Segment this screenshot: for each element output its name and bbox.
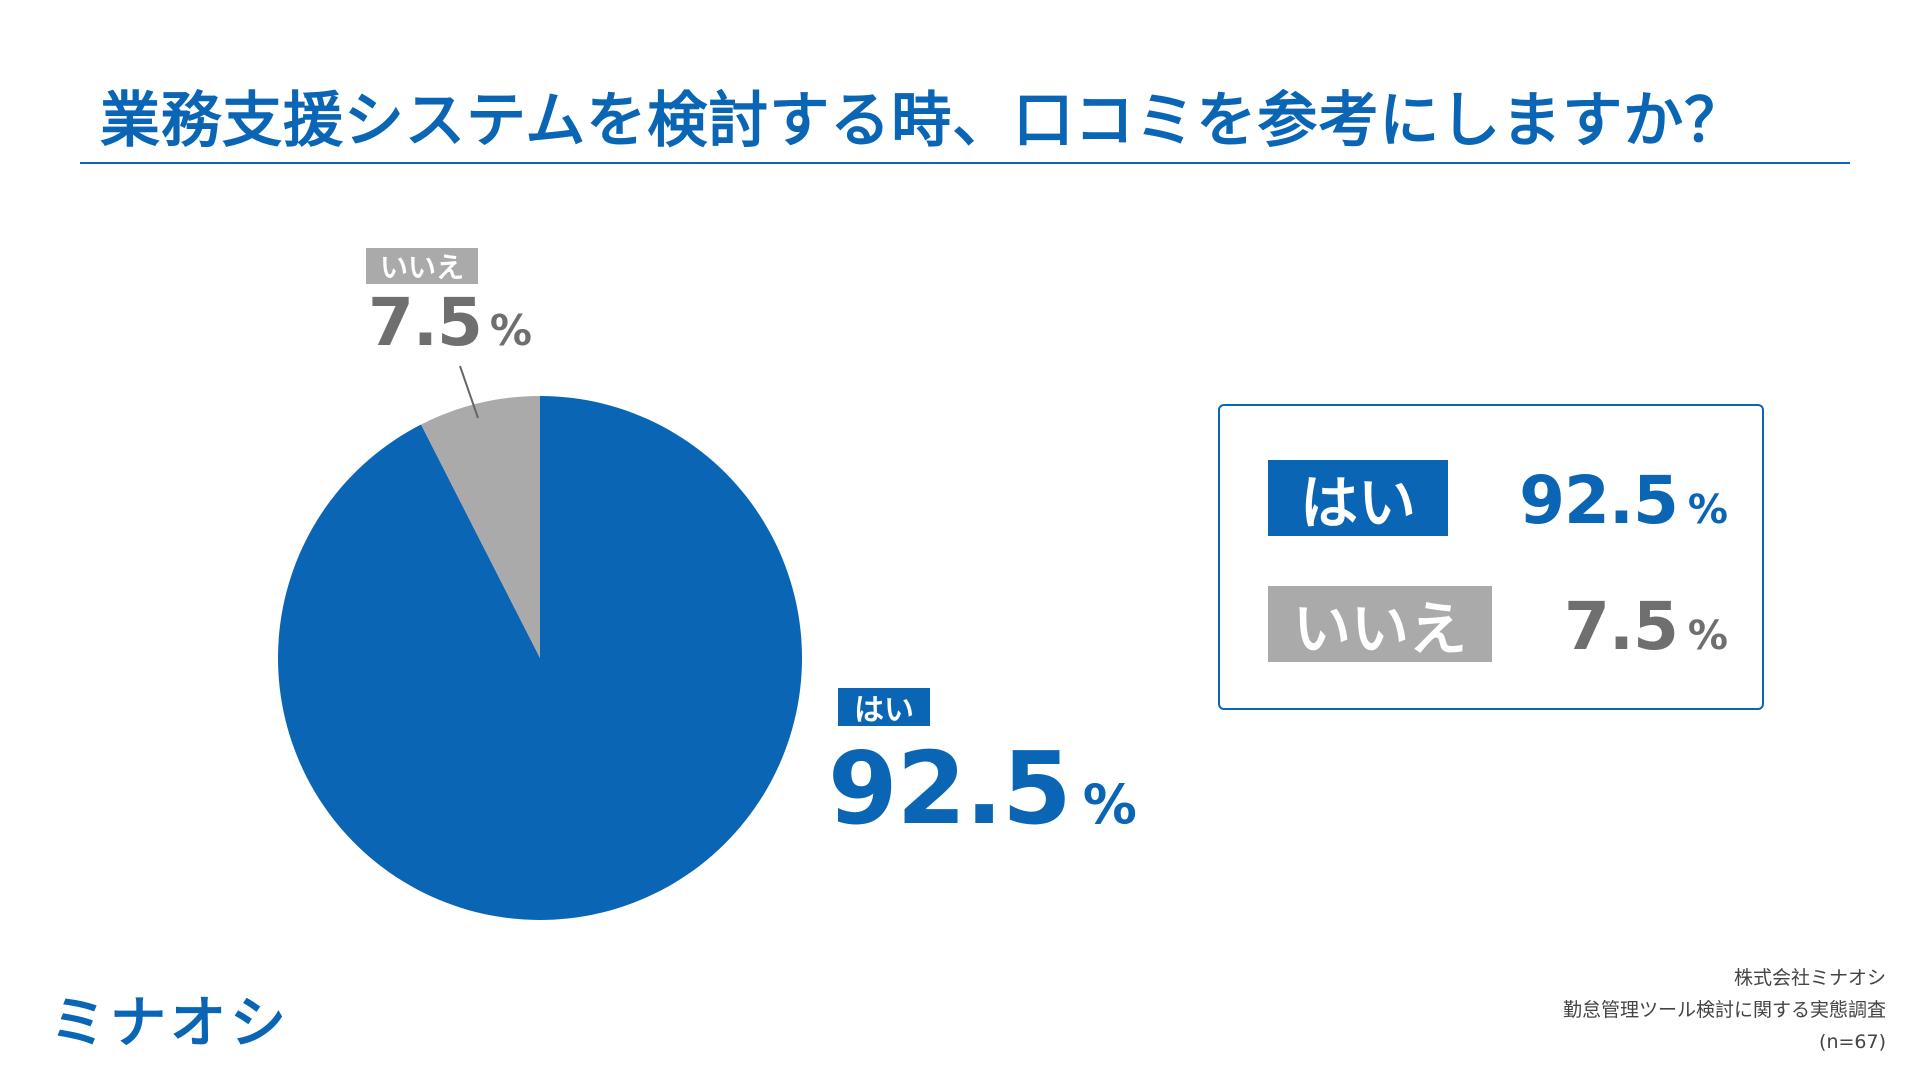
source-sample: (n=67) xyxy=(1819,1031,1886,1053)
no-slice-leader-line xyxy=(459,365,479,419)
no-slice-value-number: 7.5 xyxy=(368,284,483,361)
no-slice-value-unit: % xyxy=(489,306,533,355)
summary-no-number: 7.5 xyxy=(1564,588,1679,665)
yes-slice-value: 92.5% xyxy=(828,730,1137,847)
yes-slice-value-unit: % xyxy=(1082,773,1137,836)
summary-yes-tag: はい xyxy=(1268,460,1448,537)
summary-no-unit: % xyxy=(1687,613,1728,659)
summary-yes-number: 92.5 xyxy=(1519,462,1679,539)
summary-no-tag: いいえ xyxy=(1268,586,1492,663)
yes-slice-value-number: 92.5 xyxy=(828,730,1072,847)
chart-title: 業務支援システムを検討する時、口コミを参考にしますか？ xyxy=(100,86,1746,156)
no-slice-value: 7.5% xyxy=(368,284,532,361)
title-underline xyxy=(80,162,1850,164)
source-company: 株式会社ミナオシ xyxy=(1733,967,1886,989)
source-note: 株式会社ミナオシ 勤怠管理ツール検討に関する実態調査 (n=67) xyxy=(1563,962,1886,1058)
summary-no-value: 7.5% xyxy=(1564,588,1728,665)
no-slice-label: いいえ xyxy=(366,248,478,284)
yes-slice-label: はい xyxy=(838,688,930,728)
brand-logo: ミナオシ xyxy=(50,991,290,1056)
summary-row-no: いいえ 7.5% xyxy=(1268,586,1738,665)
summary-yes-unit: % xyxy=(1687,487,1728,533)
pie-slice-yes xyxy=(278,396,803,921)
summary-yes-value: 92.5% xyxy=(1519,462,1728,539)
source-survey: 勤怠管理ツール検討に関する実態調査 xyxy=(1562,999,1886,1021)
summary-row-yes: はい 92.5% xyxy=(1268,460,1738,539)
summary-legend-box: はい 92.5% いいえ 7.5% xyxy=(1218,404,1764,710)
pie-slice-no xyxy=(421,396,540,658)
